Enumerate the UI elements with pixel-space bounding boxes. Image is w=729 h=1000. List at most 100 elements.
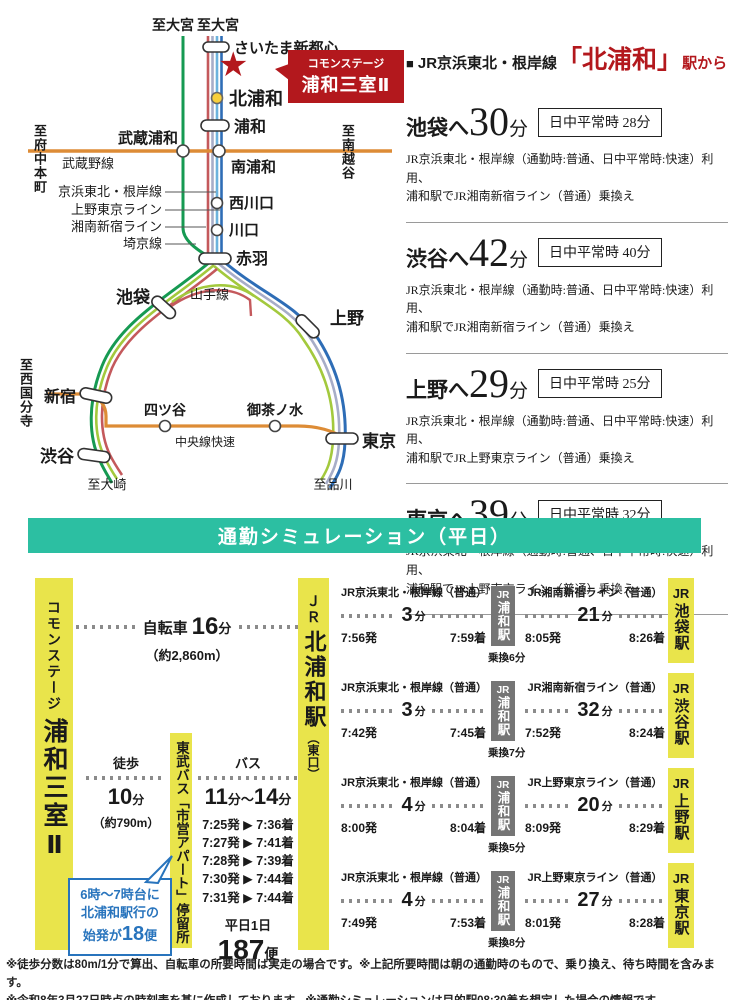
leg1-unit: 分 <box>414 800 426 813</box>
transfer-station: JR 浦和駅 乗換5分 <box>488 776 525 855</box>
station-marker-tokyo <box>325 432 359 445</box>
access-item-ikebukuro: 池袋へ 30 分 日中平常時 28分 JR京浜東北・根岸線（通勤時:普通、日中平… <box>406 92 728 223</box>
leg2-departure: 8:09発 <box>525 821 562 835</box>
bus-daily-count: 187 <box>217 933 265 965</box>
transfer-station: JR 浦和駅 乗換7分 <box>488 681 525 760</box>
destination-jr: JR <box>672 681 690 696</box>
station-kita-urawa: 北浦和 <box>229 88 283 109</box>
minutes-value: 42 <box>469 229 509 275</box>
leg1-minutes: 3 <box>401 604 413 626</box>
footnotes: ※徒歩分数は80m/1分で算出、自転車の所要時間は実走の場合です。※上記所要時間… <box>6 957 728 1000</box>
route-description-line1: JR京浜東北・根岸線（通勤時:普通、日中平常時:快速）利用、 <box>406 152 714 185</box>
route-description-line1: JR京浜東北・根岸線（通勤時:普通、日中平常時:快速）利用、 <box>406 282 714 316</box>
bike-minutes: 16 <box>191 613 219 640</box>
callout-tail <box>143 855 173 884</box>
label-to-omiya-1: 至大宮 <box>152 17 194 33</box>
destination-bar-ikebukuro: JR 池袋駅 <box>668 578 694 663</box>
bus-label: バス <box>234 756 261 771</box>
station-marker-ikebukuro <box>151 295 177 320</box>
leg1-unit: 分 <box>414 895 426 908</box>
leg1-unit: 分 <box>414 705 426 718</box>
label-saikyo: 埼京線 <box>123 236 162 251</box>
transfer-station-box: JR 浦和駅 <box>491 681 515 741</box>
station-marker-shibuya <box>77 447 111 464</box>
footnote-line2: ※令和8年3月27日時点の時刻表を基に作成しております。※通勤シミュレーションは… <box>6 993 728 1000</box>
footnote-line1: ※徒歩分数は80m/1分で算出、自転車の所要時間は実走の場合です。※上記所要時間… <box>6 959 715 989</box>
dotted-line <box>618 803 665 808</box>
destination-label: 渋谷へ <box>406 246 469 271</box>
dotted-line <box>341 803 396 808</box>
walk-distance: （約790m） <box>92 816 160 830</box>
bus-stop-bar: 東武バス「市営アパート」停留所 <box>170 733 192 948</box>
dotted-line <box>86 776 166 780</box>
bubble-line2: 北浦和駅行の <box>80 904 159 920</box>
leg2-line-name: JR上野東京ライン（普通） <box>527 777 663 789</box>
station-marker-kita-urawa <box>210 91 224 105</box>
station-shinjuku: 新宿 <box>44 387 76 406</box>
bike-dotted-line: 自転車 16 分 <box>76 613 299 641</box>
station-ueno: 上野 <box>330 309 364 328</box>
transfer-jr: JR <box>496 875 510 886</box>
access-item-shibuya: 渋谷へ 42 分 日中平常時 40分 JR京浜東北・根岸線（通勤時:普通、日中平… <box>406 223 728 354</box>
station-marker-nishi-kawaguchi <box>210 196 224 210</box>
route-description-line2: 浦和駅でJR湘南新宿ライン（普通）乗換え <box>406 189 635 204</box>
station-marker-ochanomizu <box>268 419 282 433</box>
bus-route: バス 11分～14分 7:25発 ▶ 7:36着 7:27発 ▶ 7:41着 7… <box>198 753 298 966</box>
transfer-name: 浦和駅 <box>495 696 510 737</box>
leg1-line-name: JR京浜東北・根岸線（普通） <box>341 872 488 884</box>
bus-stop-name: 東武バス「市営アパート」停留所 <box>174 741 189 944</box>
destination-bar-tokyo: JR 東京駅 <box>668 863 694 948</box>
dotted-line <box>431 803 486 808</box>
train-leg2: JR湘南新宿ライン（普通） 32 分 7:52発 8:24着 <box>525 679 665 741</box>
commute-simulation-banner: 通勤シミュレーション（平日） <box>28 518 701 553</box>
property-bar: コモンステージ 浦和三室Ⅱ <box>35 578 73 950</box>
walk-minutes-row: 10分 <box>86 784 166 810</box>
bus-daily-count-row: 187便 <box>198 934 298 966</box>
dotted-line <box>525 803 572 808</box>
bus-sep: 分～ <box>227 792 254 807</box>
transfer-station-box: JR 浦和駅 <box>491 586 515 646</box>
leg1-line-name: JR京浜東北・根岸線（普通） <box>341 777 488 789</box>
station-marker-saitama <box>202 41 230 53</box>
property-brand-vertical: コモンステージ <box>46 600 62 712</box>
property-name-vertical: 浦和三室Ⅱ <box>40 718 68 862</box>
leg2-line-name: JR湘南新宿ライン（普通） <box>527 587 663 599</box>
walk-route: 徒歩 10分 （約790m） <box>86 753 166 831</box>
square-bullet-icon: ■ <box>406 56 414 71</box>
callout-tail <box>275 64 289 80</box>
leg1-arrival: 7:53着 <box>449 916 486 930</box>
leg2-minutes: 20 <box>577 794 600 816</box>
transfer-minutes: 乗換6分 <box>488 652 526 664</box>
bike-route: 自転車 16 分 （約2,860m） <box>76 613 299 664</box>
label-to-fuchuhommachi: 至府中本町 <box>32 124 47 194</box>
train-leg2: JR上野東京ライン（普通） 20 分 8:09発 8:29着 <box>525 774 665 836</box>
leg1-times: 7:49発 7:53着 <box>341 914 486 931</box>
destination-label: 上野へ <box>406 377 469 402</box>
route-description-line2: 浦和駅でJR上野東京ライン（普通）乗換え <box>406 581 635 596</box>
leg2-arrival: 8:28着 <box>628 916 665 930</box>
leg2-departure: 8:01発 <box>525 916 562 930</box>
station-akabane: 赤羽 <box>236 249 268 268</box>
access-header-station: 「北浦和」 <box>557 47 683 74</box>
property-name: 浦和三室Ⅱ <box>301 75 391 95</box>
destination-name: 上野駅 <box>672 793 690 841</box>
first-bus-callout: 6時～7時台に 北浦和駅行の 始発が18便 <box>68 855 173 957</box>
bus-time: 7:30発 ▶ 7:44着 <box>202 872 294 887</box>
line-gray-south <box>217 262 341 485</box>
station-exit: （東口） <box>306 732 320 780</box>
access-header: ■ JR京浜東北・根岸線 「北浦和」 駅から <box>406 40 728 76</box>
leg2-minutes: 21 <box>577 604 600 626</box>
label-chuo-rapid: 中央線快速 <box>175 434 235 449</box>
walk-minutes: 10 <box>107 784 133 809</box>
label-to-minami-koshigaya: 至南越谷 <box>340 124 355 180</box>
label-to-nishi-kokubunji: 至西国分寺 <box>18 358 33 428</box>
property-star-icon: ★ <box>218 46 249 84</box>
access-heading: 渋谷へ 42 分 日中平常時 40分 <box>406 229 728 275</box>
transfer-name: 浦和駅 <box>495 886 510 927</box>
bubble-count: 18 <box>121 923 145 946</box>
